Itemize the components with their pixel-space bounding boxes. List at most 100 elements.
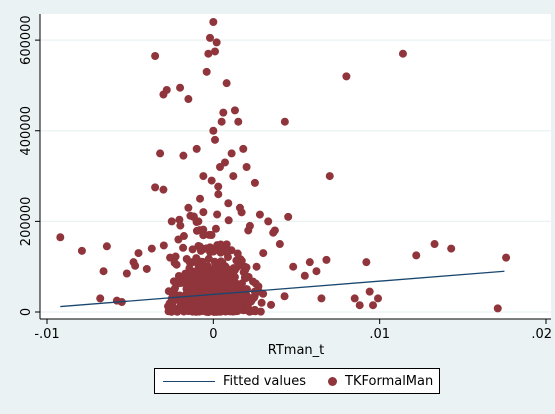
scatter-point xyxy=(312,267,321,276)
scatter-point xyxy=(206,244,215,253)
scatter-point xyxy=(222,272,231,281)
y-tick-label: 400000 xyxy=(19,106,34,156)
scatter-point xyxy=(177,278,186,287)
scatter-point xyxy=(259,249,268,258)
legend-line-swatch xyxy=(163,380,215,382)
scatter-point xyxy=(233,249,242,258)
scatter-point xyxy=(342,72,351,81)
scatter-point xyxy=(147,244,156,253)
scatter-point xyxy=(179,151,188,160)
scatter-point xyxy=(220,282,229,291)
x-tick-label: .02 xyxy=(531,327,552,342)
tick-labels: 0 200000 400000 600000 -.01 0 .01 .02 xyxy=(19,15,552,342)
scatter-point xyxy=(227,149,236,158)
scatter-point xyxy=(225,307,234,316)
scatter-point xyxy=(206,273,215,282)
scatter-point xyxy=(210,284,219,293)
scatter-point xyxy=(240,293,249,302)
scatter-point xyxy=(235,203,244,212)
scatter-point xyxy=(131,261,140,270)
x-axis-title: RTman_t xyxy=(268,343,325,358)
scatter-point xyxy=(210,264,219,273)
fitted-line xyxy=(60,270,505,308)
scatter-point xyxy=(215,163,224,171)
scatter-point xyxy=(412,251,421,260)
scatter-point xyxy=(215,270,224,279)
scatter-point xyxy=(239,144,248,153)
scatter-point xyxy=(207,176,216,185)
legend-dot-swatch xyxy=(328,376,338,386)
scatter-point xyxy=(159,185,168,194)
scatter-point xyxy=(211,224,220,233)
legend-label-scatter: TKFormalMan xyxy=(345,373,434,389)
scatter-point xyxy=(280,292,289,301)
scatter-point xyxy=(242,273,251,282)
scatter-point xyxy=(502,253,511,262)
scatter-point xyxy=(194,298,203,307)
scatter-point xyxy=(159,90,168,99)
scatter-point xyxy=(249,277,258,286)
scatter-point xyxy=(175,215,184,224)
scatter-point xyxy=(232,256,241,265)
scatter-point xyxy=(242,263,251,272)
scatter-point xyxy=(222,79,231,88)
scatter-point xyxy=(206,33,215,42)
scatter-point xyxy=(151,51,160,60)
scatter-point xyxy=(179,243,188,252)
scatter-point xyxy=(192,144,201,153)
x-tick-label: 0 xyxy=(209,327,217,342)
scatter-point xyxy=(170,258,179,267)
scatter-point xyxy=(234,117,243,126)
scatter-point xyxy=(217,299,226,308)
scatter-point xyxy=(355,301,364,310)
scatter-point xyxy=(156,149,165,158)
x-tick-label: -.01 xyxy=(34,327,59,342)
scatter-point xyxy=(96,294,105,303)
scatter-point xyxy=(224,216,233,225)
scatter-point xyxy=(256,307,265,316)
scatter-point xyxy=(230,280,239,289)
scatter-point xyxy=(209,126,218,135)
scatter-point xyxy=(122,269,131,278)
scatter-point xyxy=(175,303,184,312)
scatter-point xyxy=(176,221,185,230)
scatter-point xyxy=(267,300,276,309)
scatter-point xyxy=(179,232,188,241)
scatter-point xyxy=(234,305,243,314)
scatter-point xyxy=(214,190,223,199)
scatter-point xyxy=(210,47,219,56)
scatter-point xyxy=(167,217,176,226)
scatter-point xyxy=(195,280,204,289)
scatter-point xyxy=(369,301,378,310)
scatter-point xyxy=(168,304,177,313)
scatter-point xyxy=(362,258,371,267)
scatter-point xyxy=(269,228,278,237)
y-tick-label: 0 xyxy=(19,308,34,316)
scatter-point xyxy=(56,233,65,242)
grid-lines xyxy=(40,39,551,313)
fit-line-layer xyxy=(60,270,505,308)
scatter-point xyxy=(252,262,261,271)
scatter-point xyxy=(230,106,239,115)
scatter-point xyxy=(199,208,208,217)
x-tick-label: .01 xyxy=(369,327,390,342)
scatter-point xyxy=(325,172,334,181)
scatter-point xyxy=(374,294,383,303)
legend-label-fitted: Fitted values xyxy=(223,373,307,389)
scatter-point xyxy=(250,178,259,187)
scatter-point xyxy=(365,287,374,296)
scatter-point xyxy=(188,245,197,254)
scatter-point xyxy=(280,117,289,126)
scatter-point xyxy=(194,307,203,316)
scatter-point xyxy=(202,67,211,76)
scatter-point xyxy=(218,258,227,267)
scatter-point xyxy=(186,211,195,220)
scatter-point xyxy=(102,242,111,251)
scatter-point xyxy=(199,225,208,234)
legend-entry-scatter: TKFormalMan xyxy=(306,374,433,389)
scatter-point xyxy=(204,254,213,263)
scatter-point xyxy=(300,271,309,280)
scatter-point xyxy=(192,217,201,226)
